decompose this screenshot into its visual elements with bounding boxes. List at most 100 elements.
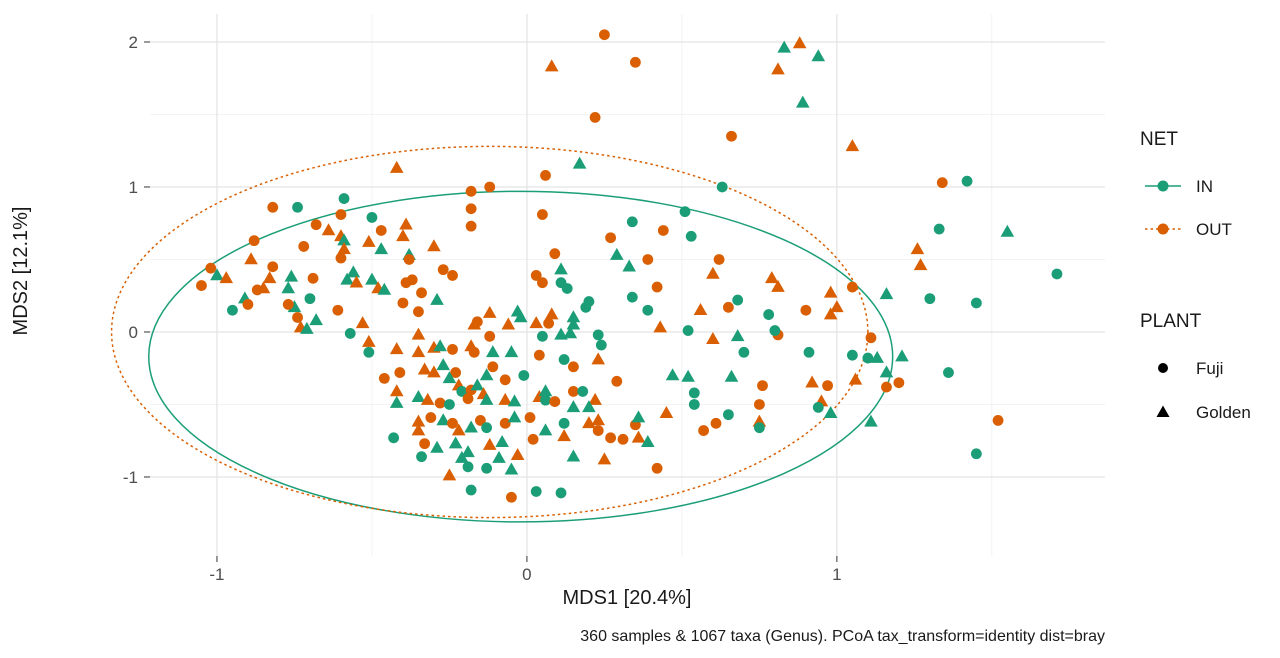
data-point — [657, 225, 669, 236]
data-point — [738, 346, 750, 358]
data-point — [362, 334, 376, 347]
data-point — [335, 209, 347, 220]
data-point — [396, 229, 410, 242]
data-point — [630, 56, 641, 68]
data-point — [411, 390, 426, 403]
data-point — [540, 169, 551, 181]
data-point — [506, 491, 517, 503]
data-point — [544, 307, 559, 320]
data-point — [961, 175, 973, 187]
data-point — [470, 378, 485, 391]
stat-ellipse-in — [148, 190, 894, 523]
data-point — [549, 248, 561, 260]
data-point — [507, 394, 522, 407]
data-point — [566, 449, 581, 462]
data-point — [309, 313, 323, 326]
data-point — [281, 281, 296, 294]
data-point — [482, 305, 497, 318]
data-point — [865, 332, 877, 344]
data-point — [913, 258, 928, 271]
data-point — [389, 160, 404, 173]
data-point — [447, 343, 458, 355]
data-point — [910, 242, 925, 255]
data-point — [830, 300, 844, 313]
data-point — [716, 181, 728, 193]
data-point — [507, 410, 522, 423]
data-point — [495, 434, 509, 447]
data-point — [682, 325, 694, 336]
data-point — [846, 281, 858, 293]
data-point — [566, 400, 581, 413]
data-point — [244, 252, 258, 265]
data-point — [510, 448, 525, 461]
data-point — [554, 262, 568, 275]
data-point — [448, 436, 463, 449]
data-point — [196, 280, 207, 291]
data-point — [611, 375, 623, 387]
data-point — [227, 304, 238, 316]
data-point — [561, 283, 573, 294]
data-point — [437, 264, 449, 276]
data-point — [730, 329, 745, 342]
data-point — [450, 367, 462, 378]
data-point — [642, 304, 654, 316]
data-point — [355, 316, 370, 329]
data-point — [970, 297, 982, 309]
legend-key-golden: Golden — [1156, 403, 1251, 422]
data-point — [475, 415, 486, 426]
legend-label-fuji: Fuji — [1196, 359, 1223, 378]
data-point — [377, 282, 392, 295]
data-point — [267, 201, 279, 213]
data-point — [292, 312, 303, 323]
data-point — [487, 361, 499, 373]
axis-ticks — [144, 41, 838, 562]
data-point — [530, 270, 542, 281]
data-point — [366, 212, 378, 223]
data-point — [846, 349, 858, 361]
data-point — [706, 332, 720, 345]
x-tick-label: 1 — [832, 565, 841, 584]
chart-caption: 360 samples & 1067 taxa (Genus). PCoA ta… — [580, 628, 1105, 645]
data-point — [529, 316, 544, 329]
data-point — [631, 410, 646, 423]
data-point — [533, 349, 545, 361]
data-point — [307, 272, 319, 284]
data-point — [524, 412, 536, 423]
data-point — [1051, 268, 1063, 280]
gridlines-major — [150, 14, 1105, 556]
data-point — [427, 365, 441, 378]
data-point — [659, 405, 674, 418]
data-point — [823, 307, 838, 320]
data-point — [442, 371, 457, 384]
x-tick-label: -1 — [209, 565, 224, 584]
data-point — [970, 448, 982, 460]
data-point — [568, 361, 579, 373]
data-point — [822, 380, 833, 392]
data-point — [713, 254, 725, 265]
data-point — [757, 380, 768, 392]
data-point — [436, 413, 451, 426]
data-point — [577, 386, 589, 397]
data-point — [467, 317, 482, 330]
data-point — [769, 325, 781, 336]
data-point — [771, 62, 785, 75]
data-point — [763, 309, 775, 320]
data-point — [256, 281, 271, 294]
data-point — [374, 242, 389, 255]
data-point — [924, 293, 936, 305]
data-point — [447, 417, 458, 429]
data-point — [992, 415, 1004, 426]
data-point — [800, 304, 812, 316]
data-point — [732, 294, 744, 306]
data-point — [416, 451, 427, 463]
data-point — [389, 384, 404, 397]
data-point — [400, 277, 412, 289]
data-point — [411, 423, 426, 436]
data-point — [823, 405, 838, 418]
data-point — [332, 304, 344, 316]
data-point — [588, 392, 602, 405]
data-point — [499, 374, 511, 386]
data-point — [1000, 224, 1015, 237]
data-point — [605, 432, 617, 444]
data-point — [862, 352, 874, 364]
